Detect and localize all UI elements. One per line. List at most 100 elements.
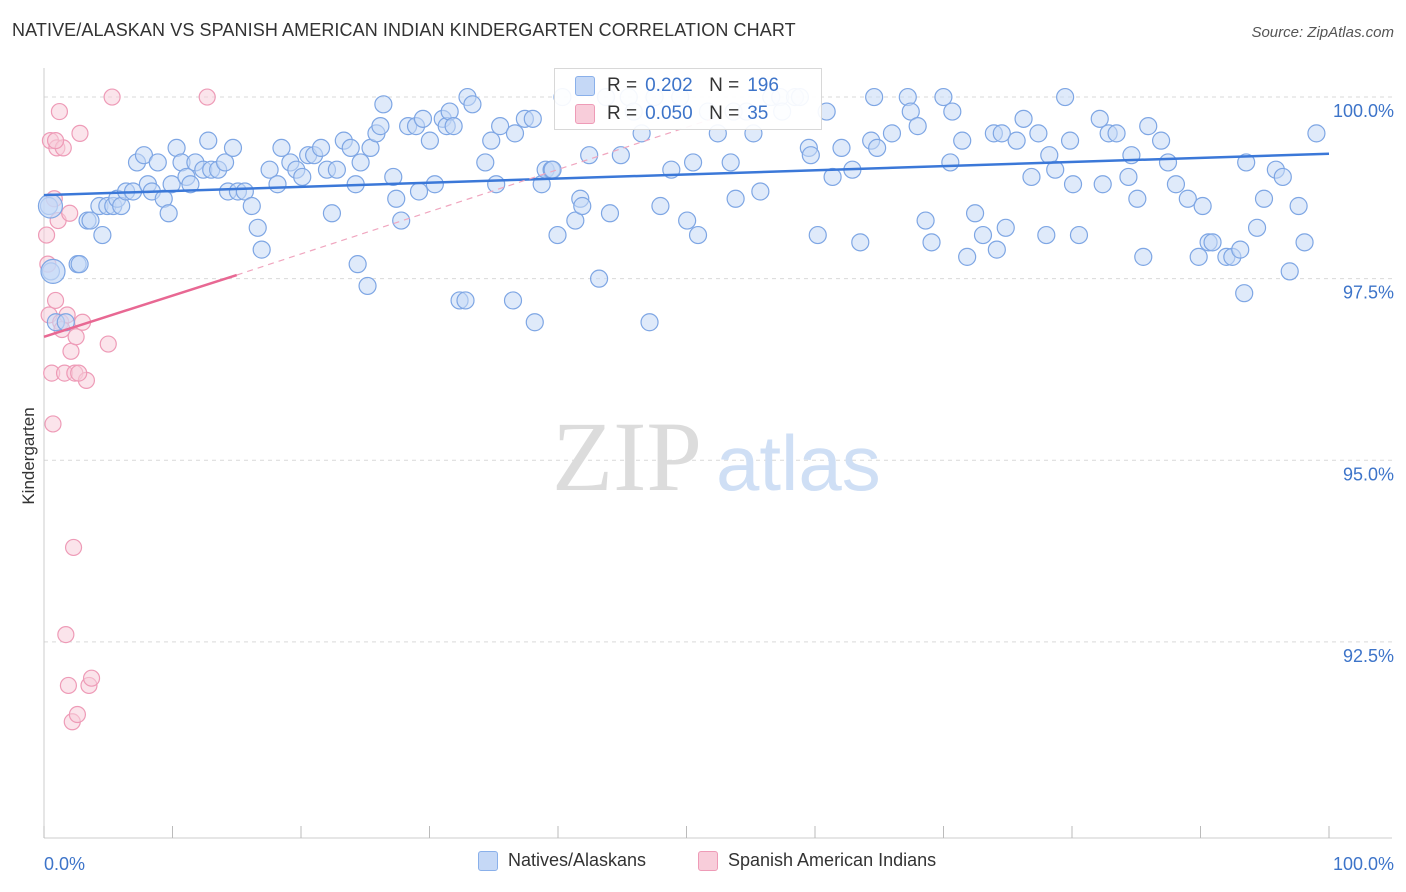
- trend-line-spanish: [43, 273, 238, 338]
- r-label: R =: [607, 103, 638, 124]
- data-point-natives: [953, 131, 972, 150]
- data-point-natives: [751, 182, 770, 201]
- data-point-natives: [341, 138, 360, 158]
- data-point-natives: [916, 211, 935, 230]
- data-point-natives: [525, 313, 544, 332]
- data-point-natives: [721, 153, 740, 172]
- data-point-natives: [413, 109, 433, 128]
- data-point-natives: [851, 233, 870, 252]
- data-point-spanish: [57, 626, 75, 644]
- data-point-spanish: [103, 88, 121, 106]
- r-value: 0.050: [645, 103, 693, 124]
- data-point-natives: [1203, 233, 1222, 252]
- stats-box: R = 0.202 N = 196 R = 0.050 N = 35: [554, 68, 822, 130]
- data-point-natives: [1090, 109, 1109, 128]
- data-point-natives: [589, 269, 609, 288]
- data-point-natives: [487, 175, 506, 194]
- y-tick-label: 97.5%: [1343, 283, 1394, 303]
- watermark-zip: ZIP: [552, 401, 702, 512]
- data-point-natives: [482, 131, 501, 150]
- data-point-natives: [268, 175, 287, 194]
- data-point-natives: [181, 175, 200, 194]
- r-label: R =: [607, 75, 638, 96]
- data-point-natives: [640, 313, 659, 332]
- data-point-natives: [1069, 225, 1089, 245]
- data-point-natives: [1060, 131, 1080, 150]
- data-point-natives: [1139, 117, 1158, 136]
- data-point-spanish: [46, 291, 65, 310]
- legend-label: Natives/Alaskans: [508, 850, 647, 870]
- data-point-natives: [1119, 167, 1138, 187]
- data-point-natives: [1029, 124, 1048, 143]
- data-point-natives: [491, 117, 510, 136]
- data-point-natives: [1166, 175, 1186, 194]
- data-point-spanish: [68, 705, 87, 724]
- data-point-natives: [148, 153, 167, 172]
- y-tick-label: 100.0%: [1333, 101, 1394, 121]
- grid-lines: [44, 96, 1392, 643]
- data-point-natives: [543, 160, 562, 179]
- data-point-natives: [1254, 189, 1274, 208]
- legend-item-natives[interactable]: Natives/Alaskans: [478, 850, 646, 871]
- data-point-natives: [476, 153, 495, 172]
- data-point-spanish: [64, 538, 83, 557]
- data-point-natives: [1063, 175, 1083, 194]
- data-point-spanish: [67, 328, 85, 346]
- data-point-natives: [93, 225, 112, 245]
- data-point-natives: [943, 102, 962, 121]
- n-label: N =: [709, 103, 740, 124]
- data-point-natives: [420, 131, 439, 150]
- data-point-natives: [1037, 225, 1056, 245]
- trend-lines: [43, 118, 1330, 338]
- data-point-natives: [1295, 233, 1314, 252]
- data-point-natives: [683, 153, 703, 172]
- data-point-natives: [1273, 167, 1292, 187]
- data-point-natives: [162, 175, 181, 194]
- data-point-natives-large: [37, 193, 64, 219]
- data-point-natives: [573, 196, 592, 216]
- data-point-natives: [678, 211, 697, 230]
- data-point-natives: [1237, 153, 1256, 172]
- data-point-natives: [392, 211, 411, 230]
- data-point-natives: [958, 247, 977, 266]
- data-point-natives: [463, 95, 482, 114]
- watermark: ZIP atlas: [552, 401, 881, 512]
- data-point-natives: [215, 153, 235, 172]
- legend: Natives/Alaskans Spanish American Indian…: [0, 850, 1406, 880]
- data-point-natives: [1007, 131, 1026, 150]
- data-point-natives: [726, 189, 745, 208]
- data-point-natives: [1235, 284, 1254, 303]
- data-point-natives: [272, 138, 291, 158]
- x-tick-label: 100.0%: [1333, 854, 1394, 874]
- data-point-natives: [456, 291, 475, 310]
- n-label: N =: [709, 75, 740, 96]
- data-point-natives: [322, 204, 342, 223]
- data-point-natives: [1014, 109, 1033, 128]
- data-point-natives: [934, 87, 953, 107]
- data-point-natives: [941, 153, 960, 172]
- data-point-natives: [81, 211, 100, 230]
- data-point-natives: [387, 189, 406, 208]
- legend-swatch-blue: [478, 850, 498, 871]
- data-point-natives: [384, 167, 403, 187]
- trend-line-spanish-extension: [236, 118, 713, 276]
- data-point-natives: [580, 146, 599, 165]
- data-point-natives: [651, 196, 670, 216]
- data-point-natives: [1158, 153, 1178, 172]
- data-point-spanish: [37, 226, 56, 244]
- data-point-natives: [351, 153, 370, 172]
- data-point-natives: [1280, 262, 1299, 281]
- axes: [43, 68, 1392, 839]
- data-point-natives: [1151, 131, 1171, 150]
- data-point-natives: [1231, 240, 1250, 259]
- data-point-spanish: [82, 669, 101, 687]
- legend-label: Spanish American Indians: [728, 850, 937, 870]
- source-credit: Source: ZipAtlas.com: [1251, 24, 1394, 41]
- data-point-natives: [70, 255, 89, 274]
- legend-item-spanish[interactable]: Spanish American Indians: [698, 850, 936, 871]
- tick-labels: 100.0% 97.5% 95.0% 92.5% 0.0% 100.0%: [44, 101, 1394, 874]
- data-point-natives: [248, 218, 267, 237]
- data-point-natives: [1056, 87, 1075, 107]
- y-axis-label: Kindergarten: [19, 407, 38, 504]
- data-point-natives: [996, 218, 1015, 237]
